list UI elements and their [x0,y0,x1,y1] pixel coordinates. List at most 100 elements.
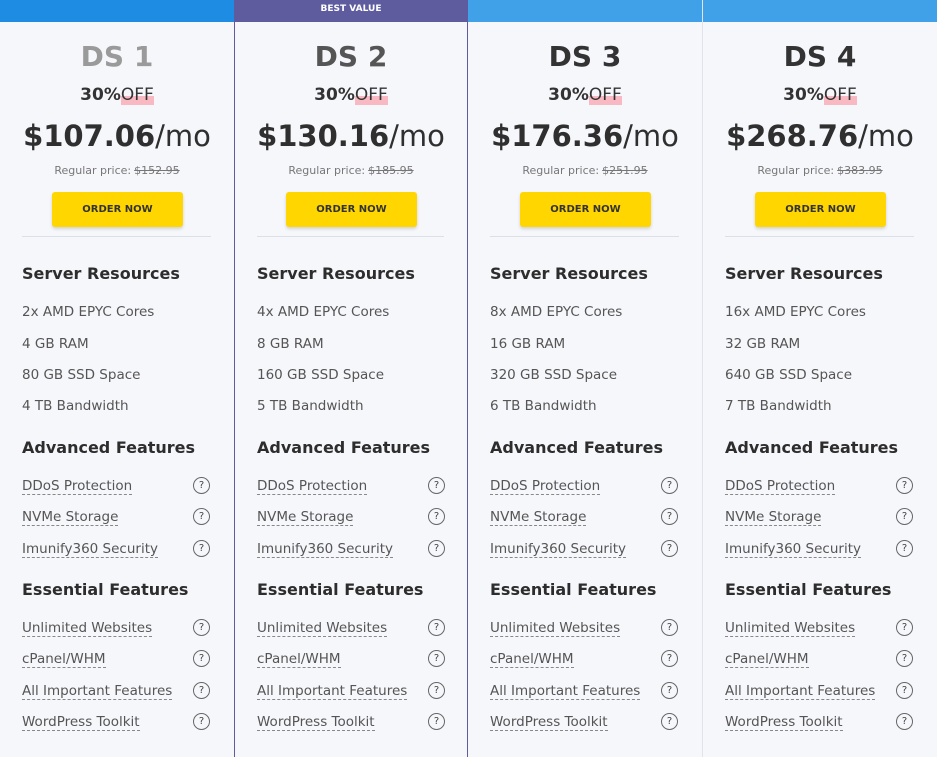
plan-column: BEST VALUE DS 2 30%OFF $130.16/mo Regular pr… [234,0,468,757]
feature-text: 5 TB Bandwidth [257,398,364,414]
feature-item: WordPress Toolkit [490,714,608,731]
feature-text[interactable]: Imunify360 Security [725,541,861,558]
help-icon[interactable]: ? [661,650,678,667]
feature-item: 2x AMD EPYC Cores [22,304,154,320]
help-icon[interactable]: ? [193,477,210,494]
feature-text[interactable]: Unlimited Websites [22,620,153,637]
feature-text: 80 GB SSD Space [22,367,141,383]
feature-text[interactable]: NVMe Storage [22,509,119,526]
feature-text[interactable]: WordPress Toolkit [22,714,140,731]
feature-text[interactable]: DDoS Protection [22,478,133,495]
feature-text[interactable]: Unlimited Websites [257,620,388,637]
feature-text[interactable]: DDoS Protection [725,478,836,495]
feature-text[interactable]: cPanel/WHM [725,651,809,668]
feature-text[interactable]: All Important Features [725,683,876,700]
regular-label: Regular price: [522,164,600,177]
help-icon[interactable]: ? [661,477,678,494]
help-icon[interactable]: ? [193,619,210,636]
feature-item: 32 GB RAM [725,336,800,352]
help-icon[interactable]: ? [896,713,913,730]
regular-price: Regular price: $185.95 [235,164,467,177]
help-icon[interactable]: ? [193,508,210,525]
help-icon[interactable]: ? [428,619,445,636]
help-icon[interactable]: ? [661,713,678,730]
help-icon[interactable]: ? [896,682,913,699]
feature-item: All Important Features [257,683,408,700]
order-button[interactable]: ORDER NOW [52,192,183,227]
price: $130.16/mo [235,119,467,153]
feature-item: DDoS Protection [22,478,133,495]
help-icon[interactable]: ? [428,508,445,525]
feature-text[interactable]: Imunify360 Security [490,541,626,558]
feature-item: 8x AMD EPYC Cores [490,304,622,320]
plan-column: DS 3 30%OFF $176.36/mo Regular price: $251.9… [468,0,702,757]
discount-percent: 30% [314,85,355,105]
feature-item: 16 GB RAM [490,336,565,352]
help-icon[interactable]: ? [661,682,678,699]
feature-text[interactable]: All Important Features [22,683,173,700]
help-icon[interactable]: ? [193,713,210,730]
help-icon[interactable]: ? [428,477,445,494]
feature-item: All Important Features [725,683,876,700]
section-title: Server Resources [725,264,883,283]
feature-text[interactable]: cPanel/WHM [490,651,574,668]
feature-item: NVMe Storage [257,509,354,526]
feature-item: 7 TB Bandwidth [725,398,832,414]
top-bar: BEST VALUE [235,0,467,22]
help-icon[interactable]: ? [428,650,445,667]
order-button[interactable]: ORDER NOW [520,192,651,227]
feature-text[interactable]: WordPress Toolkit [725,714,843,731]
feature-text[interactable]: NVMe Storage [490,509,587,526]
price-period: /mo [623,119,679,153]
help-icon[interactable]: ? [896,508,913,525]
feature-text[interactable]: WordPress Toolkit [490,714,608,731]
order-button[interactable]: ORDER NOW [755,192,886,227]
feature-text[interactable]: Imunify360 Security [257,541,393,558]
help-icon[interactable]: ? [661,508,678,525]
help-icon[interactable]: ? [896,477,913,494]
feature-item: 4x AMD EPYC Cores [257,304,389,320]
feature-text[interactable]: DDoS Protection [490,478,601,495]
order-button[interactable]: ORDER NOW [286,192,417,227]
feature-text[interactable]: Imunify360 Security [22,541,158,558]
feature-item: WordPress Toolkit [257,714,375,731]
feature-item: 320 GB SSD Space [490,367,617,383]
feature-text[interactable]: Unlimited Websites [725,620,856,637]
help-icon[interactable]: ? [428,540,445,557]
help-icon[interactable]: ? [193,682,210,699]
feature-text[interactable]: NVMe Storage [725,509,822,526]
discount-percent: 30% [783,85,824,105]
feature-item: NVMe Storage [725,509,822,526]
top-bar [0,0,234,22]
feature-text[interactable]: cPanel/WHM [257,651,341,668]
feature-text[interactable]: All Important Features [490,683,641,700]
feature-item: 640 GB SSD Space [725,367,852,383]
regular-label: Regular price: [757,164,835,177]
feature-text[interactable]: All Important Features [257,683,408,700]
feature-text[interactable]: NVMe Storage [257,509,354,526]
help-icon[interactable]: ? [428,713,445,730]
help-icon[interactable]: ? [896,619,913,636]
help-icon[interactable]: ? [193,540,210,557]
help-icon[interactable]: ? [661,540,678,557]
help-icon[interactable]: ? [193,650,210,667]
help-icon[interactable]: ? [896,650,913,667]
price-period: /mo [858,119,914,153]
feature-item: WordPress Toolkit [22,714,140,731]
feature-text[interactable]: cPanel/WHM [22,651,106,668]
plan-name: DS 4 [783,40,857,73]
feature-text[interactable]: WordPress Toolkit [257,714,375,731]
feature-text[interactable]: DDoS Protection [257,478,368,495]
section-title: Advanced Features [490,438,664,457]
help-icon[interactable]: ? [428,682,445,699]
feature-item: DDoS Protection [725,478,836,495]
feature-item: Unlimited Websites [725,620,856,637]
feature-item: All Important Features [490,683,641,700]
help-icon[interactable]: ? [661,619,678,636]
feature-item: Imunify360 Security [22,541,158,558]
feature-text[interactable]: Unlimited Websites [490,620,621,637]
regular-amount: $251.95 [602,164,648,177]
help-icon[interactable]: ? [896,540,913,557]
price-amount: $130.16 [257,119,390,153]
feature-text: 32 GB RAM [725,336,801,352]
